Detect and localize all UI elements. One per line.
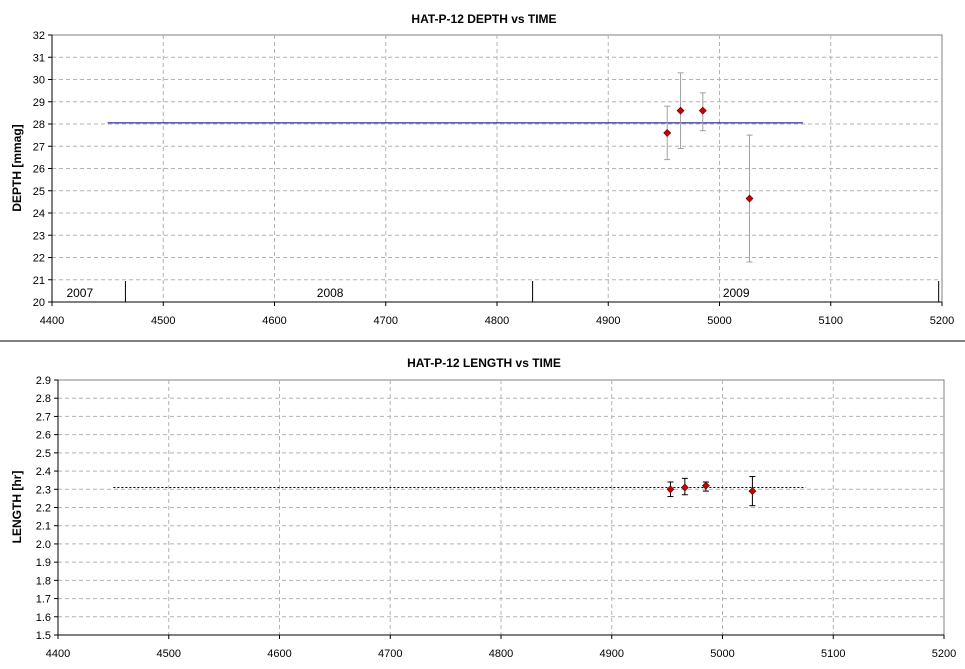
length-chart-title: HAT-P-12 LENGTH vs TIME (407, 356, 561, 370)
y-tick-label: 2.6 (36, 430, 51, 442)
diamond-marker (698, 106, 707, 115)
x-tick-label: 5200 (930, 315, 954, 327)
x-tick-label: 5000 (710, 648, 734, 660)
data-point (745, 134, 754, 263)
y-tick-label: 28 (33, 119, 45, 131)
diamond-marker (663, 128, 672, 137)
y-tick-label: 23 (33, 230, 45, 242)
x-tick-label: 4500 (151, 315, 175, 327)
diamond-marker (666, 485, 675, 494)
y-tick-label: 21 (33, 275, 45, 287)
depth-y-ticks: 20 21 22 23 24 25 26 27 28 29 30 31 32 (33, 30, 53, 309)
y-tick-label: 2.7 (36, 411, 51, 423)
length-y-ticks: 1.5 1.6 1.7 1.8 1.9 2.0 2.1 2.2 2.3 2.4 2.5 2.6 2.7 2… (36, 375, 59, 642)
y-tick-label: 22 (33, 253, 45, 265)
x-tick-label: 4400 (40, 315, 64, 327)
y-tick-label: 2.4 (36, 466, 51, 478)
year-label: 2007 (66, 286, 93, 300)
data-point (666, 481, 675, 498)
y-tick-label: 1.5 (36, 630, 51, 642)
y-tick-label: 2.1 (36, 521, 51, 533)
data-point (680, 477, 689, 496)
y-tick-label: 2.0 (36, 539, 51, 551)
length-x-ticks: 4400 4500 4600 4700 4800 4900 5000 5100 5200 (46, 634, 956, 660)
year-label: 2009 (723, 286, 750, 300)
y-tick-label: 2.2 (36, 503, 51, 515)
y-tick-label: 26 (33, 164, 45, 176)
data-point (698, 92, 707, 132)
x-tick-label: 5100 (821, 648, 845, 660)
x-tick-label: 4700 (374, 315, 398, 327)
x-tick-label: 4500 (157, 648, 181, 660)
y-tick-label: 1.6 (36, 612, 51, 624)
depth-y-axis-label: DEPTH [mmag] (10, 124, 24, 211)
y-tick-label: 1.7 (36, 594, 51, 606)
x-tick-label: 4900 (596, 315, 620, 327)
data-point (663, 105, 672, 161)
y-tick-label: 2.9 (36, 375, 51, 387)
y-tick-label: 27 (33, 141, 45, 153)
y-tick-label: 30 (33, 75, 45, 87)
y-tick-label: 1.9 (36, 557, 51, 569)
depth-x-ticks: 4400 4500 4600 4700 4800 4900 5000 5100 5200 (40, 301, 954, 327)
diamond-marker (680, 483, 689, 492)
y-tick-label: 29 (33, 97, 45, 109)
length-y-axis-label: LENGTH [hr] (10, 471, 24, 544)
y-tick-label: 31 (33, 52, 45, 64)
data-point (748, 476, 757, 507)
y-tick-label: 20 (33, 297, 45, 309)
y-tick-label: 1.8 (36, 575, 51, 587)
x-tick-label: 4700 (378, 648, 402, 660)
diamond-marker (701, 481, 710, 490)
y-tick-label: 24 (33, 208, 45, 220)
depth-chart: HAT-P-12 DEPTH vs TIME DEPTH [mmag] 2007… (10, 12, 954, 327)
length-chart: HAT-P-12 LENGTH vs TIME LENGTH [hr] 1.51… (10, 356, 956, 660)
diamond-marker (676, 106, 685, 115)
x-tick-label: 4600 (262, 315, 286, 327)
x-tick-label: 4600 (267, 648, 291, 660)
y-tick-label: 2.3 (36, 484, 51, 496)
year-label: 2008 (317, 286, 344, 300)
y-tick-label: 32 (33, 30, 45, 42)
x-tick-label: 4800 (489, 648, 513, 660)
data-point (676, 72, 685, 149)
x-tick-label: 5100 (819, 315, 843, 327)
depth-gridlines (52, 35, 942, 302)
y-tick-label: 25 (33, 186, 45, 198)
x-tick-label: 5200 (932, 648, 956, 660)
data-point (701, 481, 710, 492)
length-data-points (666, 476, 757, 507)
x-tick-label: 4400 (46, 648, 70, 660)
x-tick-label: 4800 (485, 315, 509, 327)
depth-data-points (663, 72, 754, 263)
depth-chart-title: HAT-P-12 DEPTH vs TIME (411, 12, 556, 26)
y-tick-label: 2.5 (36, 448, 51, 460)
diamond-marker (745, 194, 754, 203)
x-tick-label: 5000 (707, 315, 731, 327)
diamond-marker (748, 487, 757, 496)
x-tick-label: 4900 (600, 648, 624, 660)
depth-year-bands: 2007 2008 2009 (66, 281, 940, 302)
y-tick-label: 2.8 (36, 393, 51, 405)
length-gridlines (58, 380, 944, 635)
